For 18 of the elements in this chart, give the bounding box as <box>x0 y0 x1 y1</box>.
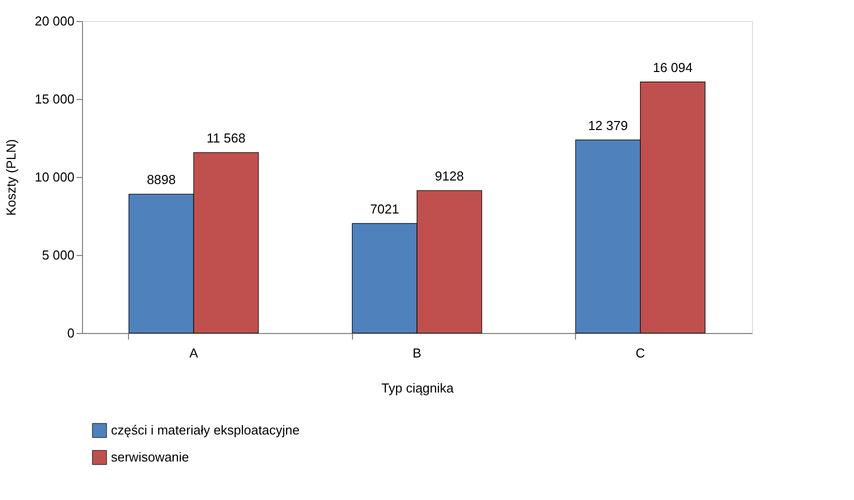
data-label: 7021 <box>370 201 400 216</box>
data-label: 12 379 <box>588 118 628 133</box>
data-label: 8898 <box>146 172 176 188</box>
y-tick-label: 20 000 <box>34 14 74 28</box>
data-label: 11 568 <box>206 130 246 146</box>
data-label: 16 094 <box>652 60 693 75</box>
x-tick-label: A <box>189 346 198 360</box>
y-axis-title: Koszty (PLN) <box>4 139 19 216</box>
y-tick-label: 10 000 <box>34 170 74 184</box>
x-axis-title: Typ ciągnika <box>381 380 454 396</box>
y-tick-label: 5 000 <box>42 248 74 262</box>
y-tick-label: 15 000 <box>34 92 74 106</box>
data-label: 9128 <box>434 168 464 184</box>
legend-label: części i materiały eksploatacyjne <box>111 422 300 438</box>
y-tick-label: 0 <box>67 326 74 340</box>
x-tick-label: B <box>412 346 422 360</box>
legend-label: serwisowanie <box>111 450 190 464</box>
x-tick-label: C <box>636 346 646 360</box>
